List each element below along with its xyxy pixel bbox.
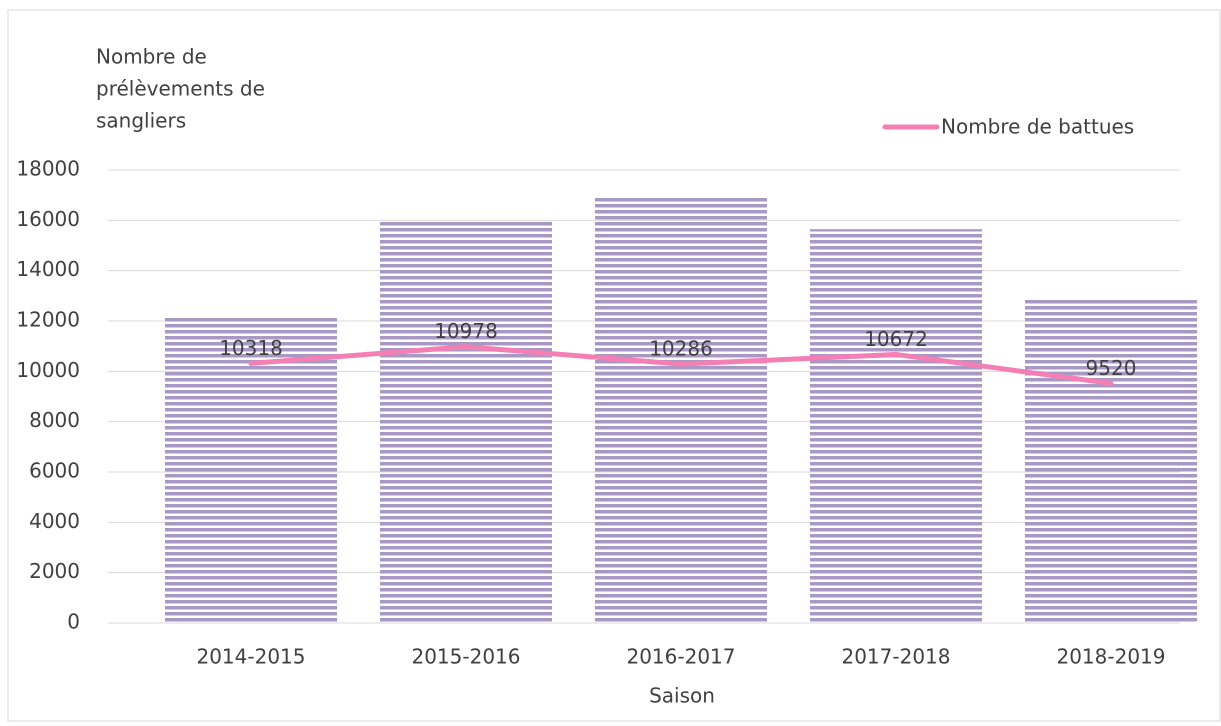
x-tick-label: 2018-2019 bbox=[1056, 645, 1165, 669]
y-tick-label: 4000 bbox=[29, 509, 80, 533]
y-axis-label: prélèvements de bbox=[96, 77, 265, 101]
y-tick-label: 8000 bbox=[29, 408, 80, 432]
x-tick-label: 2014-2015 bbox=[196, 645, 305, 669]
data-label: 10318 bbox=[219, 336, 283, 360]
y-tick-label: 10000 bbox=[16, 358, 80, 382]
bar bbox=[595, 196, 767, 624]
line-series bbox=[248, 344, 1114, 386]
bar bbox=[165, 315, 337, 623]
y-tick-label: 0 bbox=[67, 610, 80, 634]
data-label: 10978 bbox=[434, 319, 498, 343]
y-tick-label: 14000 bbox=[16, 257, 80, 281]
data-label: 10286 bbox=[649, 337, 713, 361]
data-label: 10672 bbox=[864, 327, 928, 351]
y-tick-label: 18000 bbox=[16, 157, 80, 181]
y-axis-label: Nombre de bbox=[96, 45, 207, 69]
x-axis-label: Saison bbox=[649, 684, 715, 708]
y-tick-label: 16000 bbox=[16, 207, 80, 231]
y-tick-label: 2000 bbox=[29, 559, 80, 583]
y-tick-label: 12000 bbox=[16, 308, 80, 332]
bar bbox=[1025, 299, 1197, 623]
legend-label: Nombre de battues bbox=[941, 115, 1134, 139]
y-tick-label: 6000 bbox=[29, 459, 80, 483]
x-tick-label: 2015-2016 bbox=[411, 645, 520, 669]
y-axis-label: sangliers bbox=[96, 109, 186, 133]
chart-border bbox=[7, 9, 1221, 722]
x-tick-label: 2016-2017 bbox=[626, 645, 735, 669]
data-label: 9520 bbox=[1086, 356, 1137, 380]
bar bbox=[380, 220, 552, 624]
bar bbox=[810, 229, 982, 623]
x-tick-label: 2017-2018 bbox=[841, 645, 950, 669]
